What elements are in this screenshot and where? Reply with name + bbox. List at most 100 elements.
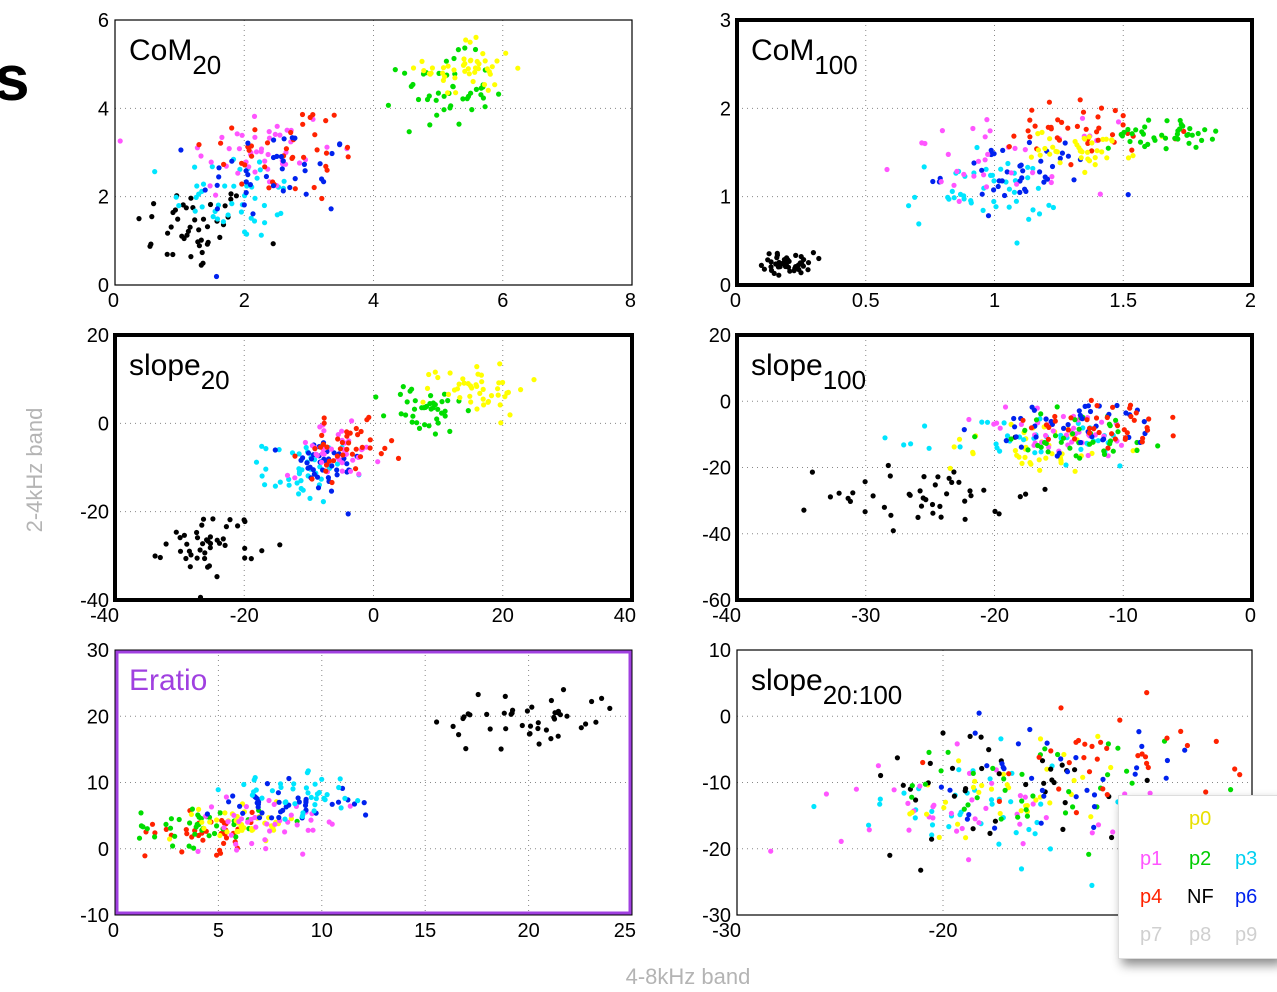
point-p1 [347,468,354,474]
point-p1 [236,818,242,825]
point-NF [149,214,155,220]
point-p1 [975,158,982,164]
point-p0 [1099,149,1105,155]
point-p4 [1112,107,1118,114]
point-p0 [1036,457,1042,463]
point-p3 [199,204,205,210]
point-p3 [173,194,179,200]
point-p2 [1113,417,1119,423]
point-p6 [1037,169,1043,175]
point-p3 [256,159,263,165]
point-p6 [1062,140,1068,146]
point-NF [163,541,169,547]
point-p6 [1071,177,1077,183]
point-p1 [906,827,912,833]
point-p4 [1029,107,1035,113]
point-p6 [314,474,321,480]
point-NF [776,260,782,266]
point-p1 [982,157,988,163]
point-p6 [292,176,298,182]
point-p0 [188,811,194,818]
point-p3 [956,767,962,773]
point-NF [152,553,158,559]
point-p3 [866,822,872,828]
point-NF [157,554,163,561]
point-p4 [353,446,359,452]
point-p6 [361,800,367,806]
point-p3 [1030,165,1036,172]
point-p6 [1091,804,1098,810]
point-p2 [433,97,439,103]
point-NF [800,263,807,269]
point-NF [223,524,229,530]
point-p2 [427,122,433,128]
y-tick-label: -20 [702,458,731,480]
point-p1 [1022,794,1028,800]
point-p4 [1213,738,1219,745]
panel-title-sub: 100 [823,365,866,395]
point-p6 [1038,158,1044,164]
point-p4 [324,167,330,173]
point-p2 [419,405,425,411]
point-p3 [1026,826,1032,833]
point-p6 [263,173,269,180]
point-p1 [288,812,294,818]
x-tick-label: 10 [311,920,333,942]
point-p2 [926,749,932,756]
point-p3 [338,805,344,811]
point-NF [151,201,157,207]
point-p0 [1125,155,1132,161]
point-p3 [949,188,955,194]
point-p0 [488,393,495,399]
point-p3 [811,803,817,810]
point-NF [227,517,233,523]
point-p3 [176,203,182,209]
point-p3 [303,785,309,791]
point-p3 [296,451,302,457]
point-p6 [1073,755,1079,761]
point-p1 [231,812,237,818]
point-p0 [467,383,474,389]
point-p0 [410,65,417,71]
point-p6 [1065,153,1071,159]
x-tick-label: 20 [492,605,514,627]
point-NF [543,727,550,733]
point-p1 [1115,119,1122,125]
point-NF [917,488,923,494]
point-NF [194,529,200,536]
point-p3 [916,221,922,227]
point-p6 [214,182,220,188]
point-p4 [1052,413,1058,420]
point-p4 [1184,742,1190,749]
point-p6 [1017,189,1023,195]
point-p1 [195,848,201,855]
point-p0 [429,65,435,71]
point-p6 [1004,169,1010,175]
point-NF [241,517,247,523]
point-NF [184,232,190,238]
y-tick-label: 6 [98,10,109,32]
point-p0 [1043,455,1049,461]
point-p0 [432,369,438,375]
point-p2 [456,121,462,127]
point-p0 [474,406,480,412]
point-NF [578,725,584,731]
point-p0 [1058,460,1064,466]
point-NF [463,746,469,752]
point-p3 [263,446,269,452]
y-tick-label: -30 [702,905,731,927]
point-NF [183,555,189,562]
point-p3 [290,786,296,792]
point-p2 [441,93,447,99]
point-p1 [972,816,978,822]
point-p1 [234,131,240,137]
point-p1 [223,794,229,800]
point-p6 [1029,775,1035,781]
point-p3 [316,789,322,796]
point-NF [768,267,775,273]
point-p1 [930,815,936,821]
point-NF [200,541,206,547]
point-p0 [480,51,486,57]
point-NF [1049,777,1055,783]
point-p0 [445,63,451,69]
